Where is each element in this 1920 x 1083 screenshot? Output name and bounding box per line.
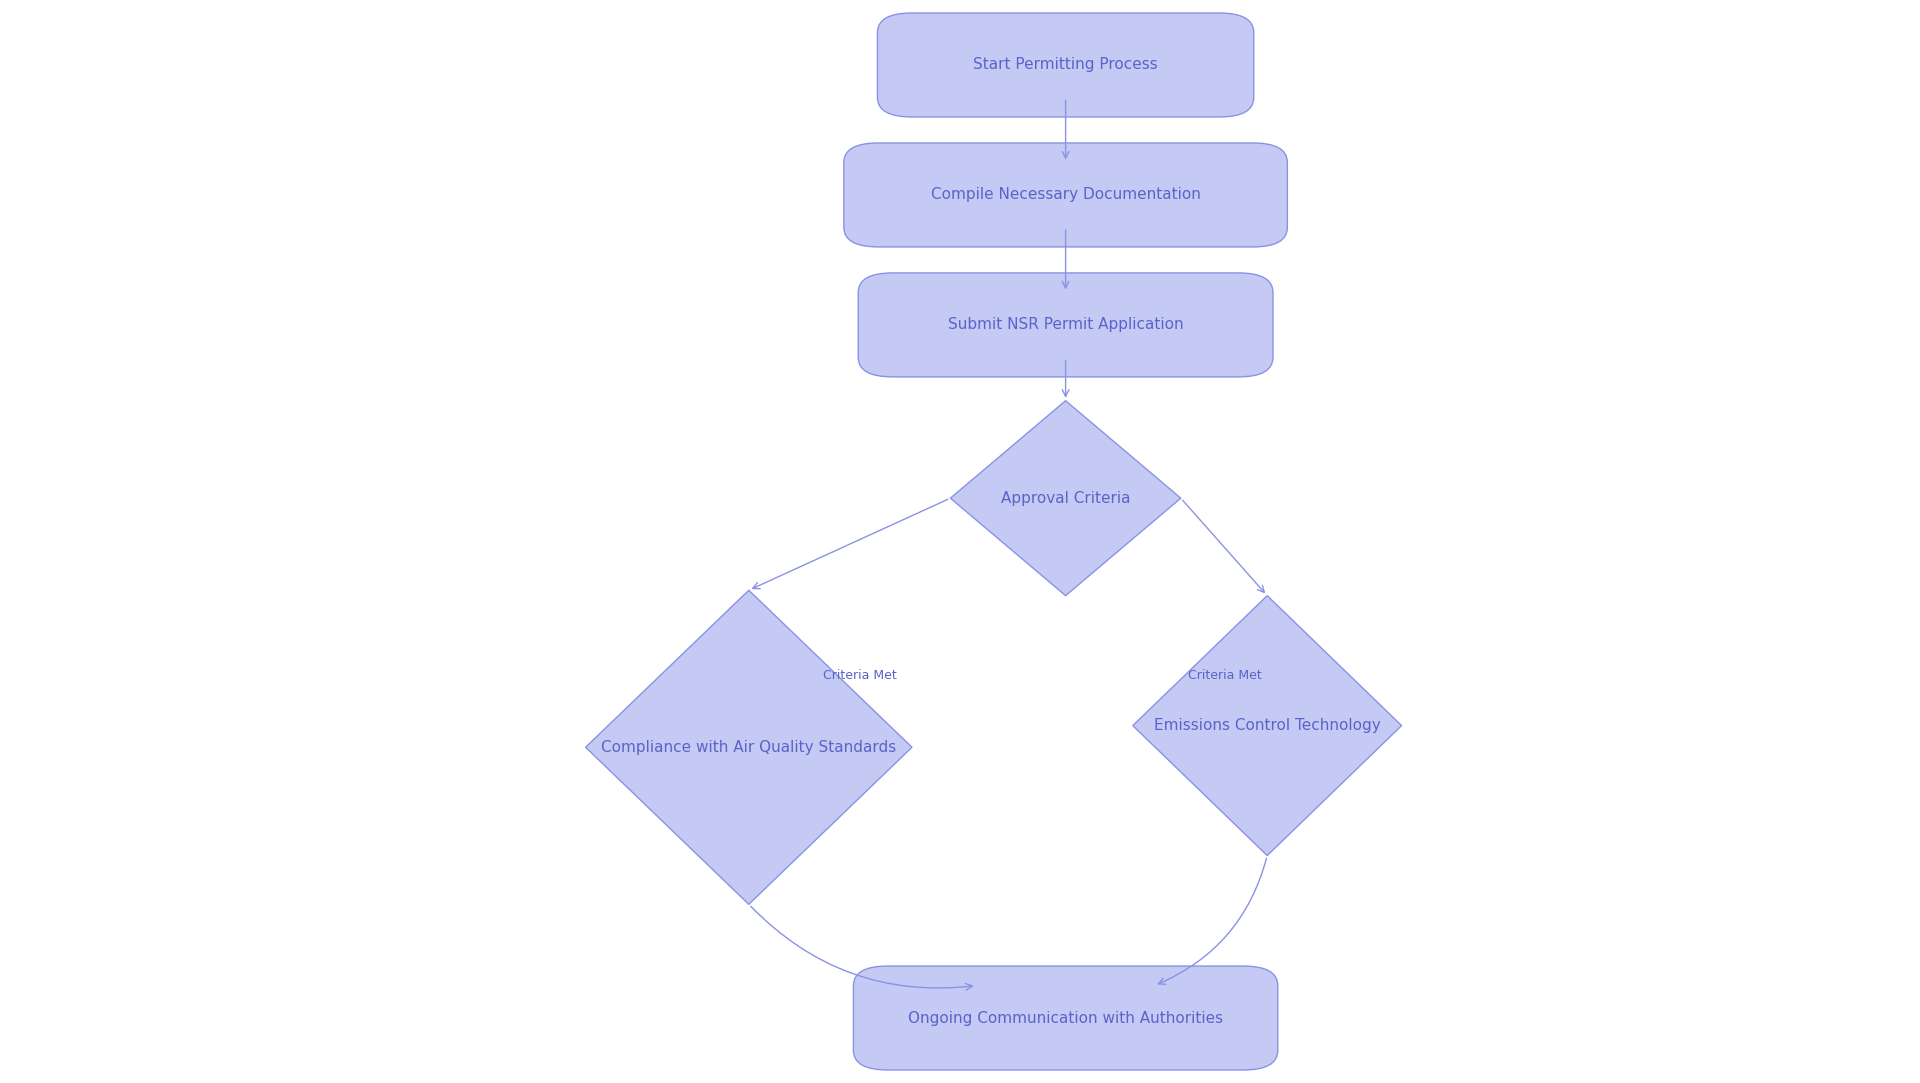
Text: Criteria Met: Criteria Met <box>824 669 897 682</box>
Polygon shape <box>1133 596 1402 856</box>
Text: Approval Criteria: Approval Criteria <box>1000 491 1131 506</box>
Text: Submit NSR Permit Application: Submit NSR Permit Application <box>948 317 1183 332</box>
Text: Ongoing Communication with Authorities: Ongoing Communication with Authorities <box>908 1010 1223 1026</box>
FancyBboxPatch shape <box>845 143 1286 247</box>
FancyBboxPatch shape <box>877 13 1254 117</box>
FancyBboxPatch shape <box>852 966 1279 1070</box>
FancyBboxPatch shape <box>858 273 1273 377</box>
Text: Emissions Control Technology: Emissions Control Technology <box>1154 718 1380 733</box>
Polygon shape <box>586 590 912 904</box>
Polygon shape <box>950 401 1181 596</box>
Text: Compile Necessary Documentation: Compile Necessary Documentation <box>931 187 1200 203</box>
Text: Compliance with Air Quality Standards: Compliance with Air Quality Standards <box>601 740 897 755</box>
Text: Criteria Met: Criteria Met <box>1188 669 1261 682</box>
Text: Start Permitting Process: Start Permitting Process <box>973 57 1158 73</box>
